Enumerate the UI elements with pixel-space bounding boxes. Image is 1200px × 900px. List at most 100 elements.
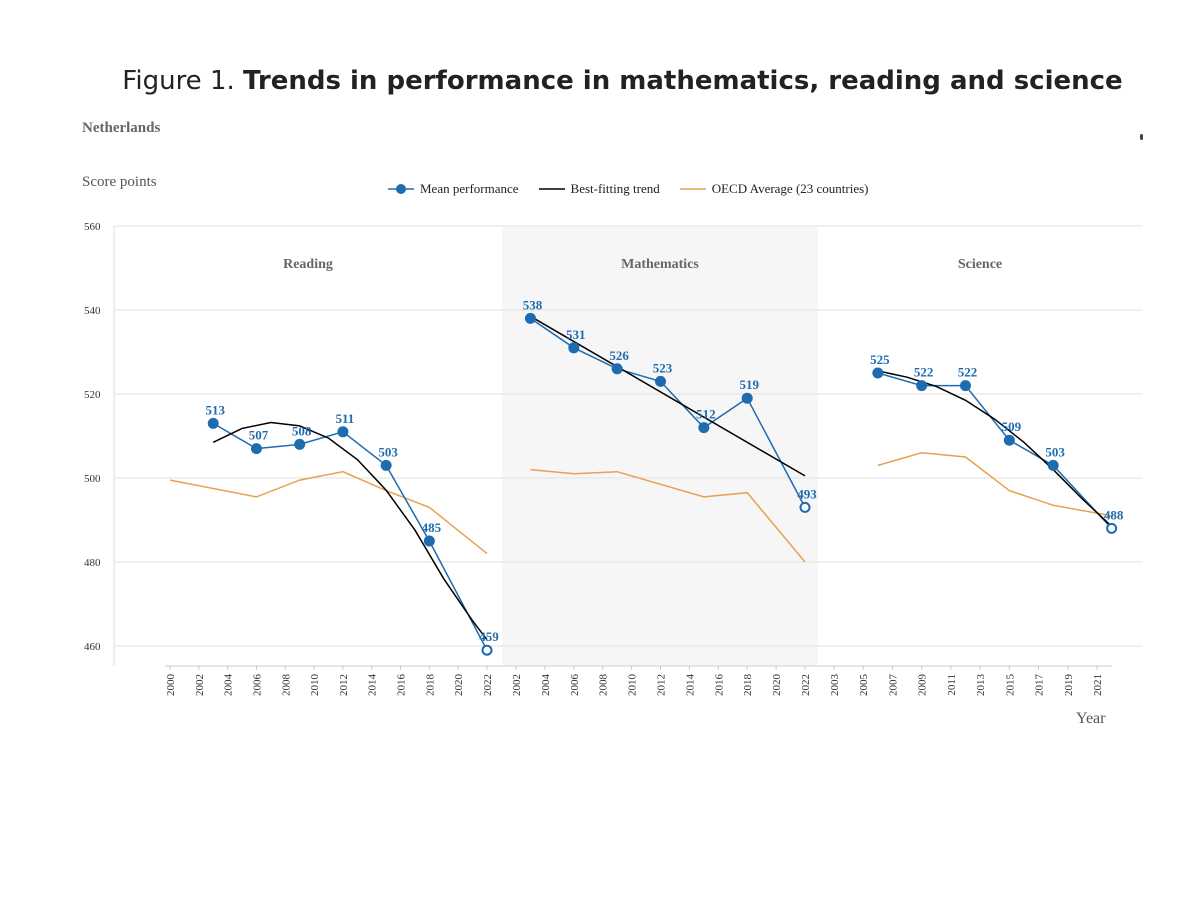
mean-point: [741, 392, 753, 404]
mean-point: [1047, 459, 1059, 471]
mean-point: [481, 644, 493, 656]
x-tick-label: 2010: [309, 674, 321, 697]
mean-line-science: [877, 372, 1113, 529]
x-tick-label: 2017: [1034, 674, 1046, 697]
x-tick-label: 2014: [684, 674, 696, 697]
data-label: 522: [958, 365, 978, 380]
oecd-line-science: [877, 452, 1112, 517]
x-tick-label: 2011: [946, 674, 958, 696]
x-tick-label: 2005: [858, 674, 870, 697]
x-tick-label: 2009: [917, 674, 929, 697]
mean-marker-icon: [388, 184, 414, 194]
x-tick-label: 2021: [1092, 674, 1104, 696]
x-tick-label: 2008: [598, 674, 610, 697]
legend-trend-label: Best-fitting trend: [570, 181, 660, 196]
data-label: 526: [609, 348, 629, 363]
panel-label-mathematics: Mathematics: [621, 257, 699, 272]
data-label: 503: [1045, 444, 1065, 459]
data-label: 511: [336, 411, 355, 426]
x-tick-label: 2002: [511, 674, 523, 696]
y-tick-label: 500: [84, 473, 101, 485]
trend-line-science: [877, 370, 1113, 527]
legend-trend[interactable]: Best-fitting trend: [538, 181, 660, 197]
mean-point: [698, 422, 710, 434]
x-tick-label: 2007: [887, 674, 899, 697]
mean-line-reading: [212, 422, 488, 651]
x-tick-label: 2006: [251, 674, 263, 697]
data-label: 459: [479, 629, 499, 644]
panel-science: Science 2003 2005 2007 2009 2011 2013 2015 2017 2…: [829, 257, 1124, 696]
data-label: 512: [696, 407, 716, 422]
x-tick-label: 2000: [165, 674, 177, 697]
y-tick-label: 560: [84, 221, 101, 233]
x-tick-label: 2019: [1063, 674, 1075, 697]
chart-title: Figure 1. Trends in performance in mathe…: [0, 66, 1200, 96]
data-label: 485: [422, 520, 442, 535]
x-tick-label: 2004: [540, 674, 552, 697]
data-label: 488: [1104, 507, 1124, 522]
x-axis-label: Year: [1076, 710, 1106, 727]
y-tick-label: 520: [84, 389, 101, 401]
data-label: 507: [249, 428, 269, 443]
x-tick-label: 2002: [194, 674, 206, 696]
x-tick-label: 2013: [975, 674, 987, 697]
mean-point: [337, 426, 349, 438]
mean-point: [423, 535, 435, 547]
y-tick-label: 480: [84, 557, 101, 569]
oecd-line-icon: [679, 188, 706, 190]
panel-reading: Reading 2000 2002 2004 2006 2008 2010 2012 2014 2…: [165, 257, 499, 696]
x-tick-label: 2022: [800, 674, 812, 696]
panel-label-reading: Reading: [283, 257, 333, 272]
data-label: 538: [523, 297, 543, 312]
mean-point: [1106, 522, 1118, 534]
panel-label-science: Science: [958, 257, 1002, 272]
y-tick-label: 460: [84, 641, 101, 653]
mean-point: [799, 501, 811, 513]
data-label: 508: [292, 423, 312, 438]
mean-point: [568, 342, 580, 354]
x-tick-label: 2012: [338, 674, 350, 696]
legend-mean[interactable]: Mean performance: [388, 181, 519, 197]
data-label: 522: [914, 365, 934, 380]
x-tick-label: 2006: [569, 674, 581, 697]
x-tick-label: 2020: [771, 674, 783, 697]
x-tick-label: 2016: [396, 674, 408, 697]
data-label: 513: [205, 402, 225, 417]
x-tick-label: 2018: [424, 674, 436, 697]
x-tick-label: 2008: [280, 674, 292, 697]
legend-oecd-label: OECD Average (23 countries): [711, 181, 869, 196]
x-tick-label: 2016: [713, 674, 725, 697]
mean-point: [611, 363, 623, 375]
mean-point: [916, 380, 928, 392]
x-tick-label: 2004: [223, 674, 235, 697]
x-tick-label: 2015: [1004, 674, 1016, 697]
x-tick-label: 2020: [453, 674, 465, 697]
x-tick-label: 2014: [367, 674, 379, 697]
title-prefix: Figure 1.: [122, 66, 244, 96]
panel-shade-mathematics: [502, 226, 818, 666]
trend-line-reading: [212, 421, 488, 641]
oecd-line-reading: [169, 470, 488, 555]
y-axis-unit: Score points: [82, 174, 157, 190]
data-label: 523: [653, 360, 673, 375]
mean-point: [872, 367, 884, 379]
mean-point: [250, 443, 262, 455]
mean-point: [524, 312, 536, 324]
x-tick-label: 2018: [742, 674, 754, 697]
title-bold: Trends in performance in mathematics, re…: [243, 66, 1123, 96]
menu-icon[interactable]: [1140, 134, 1143, 140]
data-label: 531: [566, 327, 586, 342]
legend-oecd[interactable]: OECD Average (23 countries): [679, 181, 869, 197]
trend-line-icon: [538, 188, 565, 190]
mean-point: [294, 438, 306, 450]
legend-mean-label: Mean performance: [420, 181, 519, 196]
data-label: 493: [797, 486, 817, 501]
y-tick-label: 540: [84, 305, 101, 317]
x-tick-label: 2003: [829, 674, 841, 697]
country-label: Netherlands: [82, 120, 161, 136]
mean-point: [380, 459, 392, 471]
mean-point: [207, 417, 219, 429]
legend: Mean performance Best-fitting trend OECD…: [388, 181, 889, 197]
x-tick-label: 2010: [627, 674, 639, 697]
